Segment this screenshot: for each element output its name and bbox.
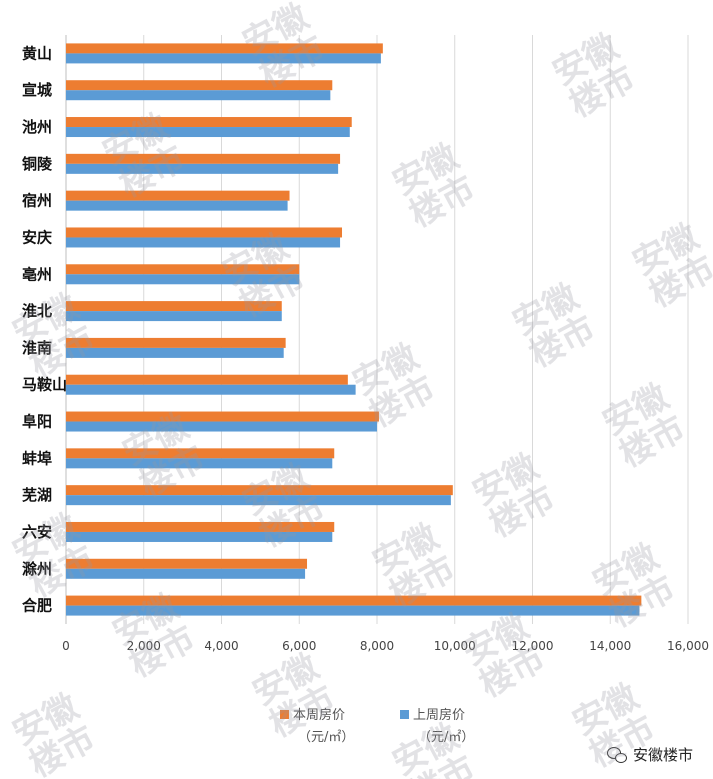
- bar-last-week: [66, 127, 350, 138]
- category-label: 铜陵: [22, 155, 53, 173]
- brand-label: 安徽楼市: [632, 746, 693, 764]
- bar-last-week: [66, 200, 288, 211]
- x-tick-label: 12,000: [512, 639, 554, 653]
- watermark: 安徽楼市: [6, 686, 102, 779]
- category-label: 淮北: [22, 302, 52, 320]
- bar-this-week: [66, 301, 282, 312]
- legend-item-last-week: 上周房价 （元/㎡）: [400, 704, 510, 745]
- category-label: 淮南: [22, 339, 52, 357]
- bar-this-week: [66, 411, 379, 422]
- category-label: 滁州: [22, 560, 52, 578]
- legend-label-this-week: 本周房价: [293, 708, 346, 723]
- x-tick-label: 8,000: [360, 639, 394, 653]
- bar-this-week: [66, 80, 333, 91]
- watermark-line: 楼市: [403, 748, 482, 779]
- bar-this-week: [66, 190, 290, 201]
- category-label: 六安: [22, 523, 52, 541]
- legend-unit-this-week: （元/㎡）: [298, 730, 355, 745]
- bar-chart: 0 2,000 4,000 6,000 8,000 10,000 12,000 14,000 1…: [21, 35, 709, 653]
- bar-last-week: [66, 495, 451, 506]
- bar-this-week: [66, 374, 348, 385]
- category-label: 合肥: [21, 597, 52, 615]
- bar-this-week: [66, 117, 352, 128]
- bar-this-week: [66, 485, 453, 496]
- x-tick-label: 0: [62, 639, 70, 653]
- bar-this-week: [66, 558, 308, 569]
- bar-this-week: [66, 43, 383, 54]
- watermark-line: 楼市: [23, 718, 102, 779]
- legend-label-last-week: 上周房价: [413, 708, 466, 723]
- category-label: 宣城: [22, 81, 52, 99]
- bar-last-week: [66, 163, 339, 174]
- bar-this-week: [66, 153, 341, 164]
- x-tick-label: 2,000: [127, 639, 161, 653]
- bar-this-week: [66, 521, 335, 532]
- legend-unit-last-week: （元/㎡）: [418, 730, 475, 745]
- bar-last-week: [66, 311, 282, 322]
- wechat-icon: [606, 746, 627, 763]
- bar-this-week: [66, 337, 286, 348]
- brand: 安徽楼市: [606, 744, 693, 765]
- category-label: 芜湖: [22, 486, 52, 504]
- x-tick-label: 10,000: [434, 639, 476, 653]
- x-tick-label: 14,000: [589, 639, 631, 653]
- bar-this-week: [66, 227, 343, 238]
- chart: 0 2,000 4,000 6,000 8,000 10,000 12,000 14,000 1…: [21, 35, 709, 653]
- x-tick-label: 6,000: [282, 639, 316, 653]
- bar-last-week: [66, 384, 356, 395]
- legend: 本周房价 （元/㎡） 上周房价 （元/㎡）: [280, 704, 540, 748]
- category-label: 宿州: [22, 192, 52, 210]
- legend-swatch-this-week: [280, 710, 289, 719]
- category-label: 马鞍山: [22, 376, 67, 394]
- category-label: 黄山: [22, 44, 52, 62]
- category-label: 阜阳: [22, 413, 52, 431]
- bar-last-week: [66, 531, 333, 542]
- x-tick-label: 16,000: [667, 639, 709, 653]
- x-tick-label: 4,000: [204, 639, 238, 653]
- category-label: 蚌埠: [22, 449, 52, 467]
- bar-this-week: [66, 264, 300, 275]
- bar-last-week: [66, 605, 640, 616]
- bar-last-week: [66, 347, 284, 358]
- bar-last-week: [66, 90, 331, 101]
- category-label: 安庆: [22, 228, 52, 246]
- bar-last-week: [66, 568, 306, 579]
- category-label: 亳州: [22, 265, 52, 283]
- bar-this-week: [66, 448, 335, 459]
- bar-last-week: [66, 421, 377, 432]
- bar-last-week: [66, 53, 381, 64]
- bar-last-week: [66, 458, 333, 469]
- legend-item-this-week: 本周房价 （元/㎡）: [280, 704, 390, 745]
- bar-this-week: [66, 595, 642, 606]
- legend-swatch-last-week: [400, 710, 409, 719]
- bar-last-week: [66, 274, 300, 285]
- bar-last-week: [66, 237, 341, 248]
- category-label: 池州: [22, 118, 52, 136]
